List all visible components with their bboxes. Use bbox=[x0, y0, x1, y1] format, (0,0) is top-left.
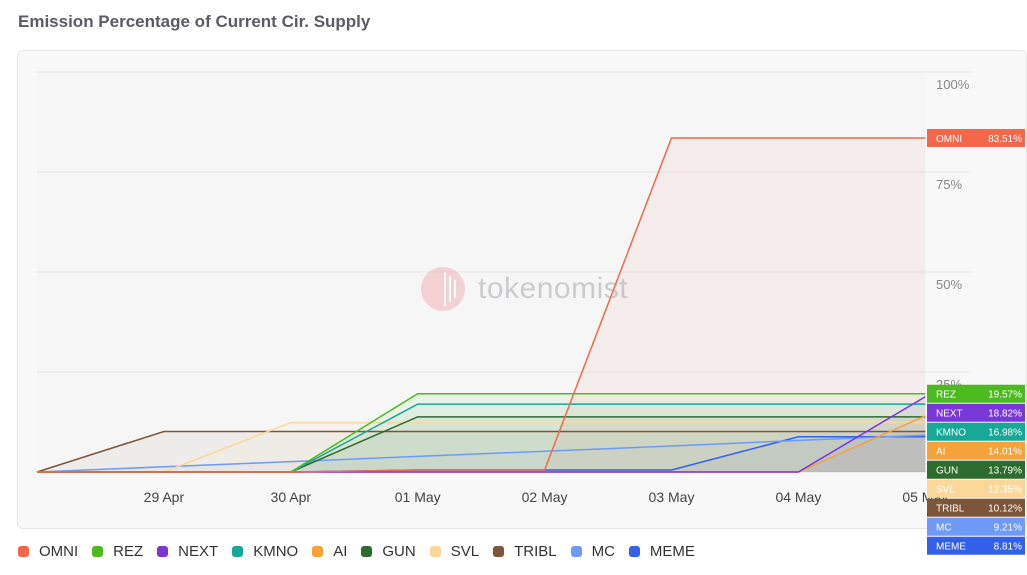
legend: OMNI REZ NEXT KMNO AI GUN SVL TRIBL MC MEME bbox=[18, 543, 709, 560]
legend-swatch bbox=[92, 546, 104, 557]
value-tag-name: REZ bbox=[936, 390, 956, 401]
legend-label: OMNI bbox=[39, 543, 79, 560]
tokenomist-logo-icon bbox=[421, 267, 465, 311]
y-tick-label: 50% bbox=[936, 277, 962, 292]
legend-item-mc[interactable]: MC bbox=[570, 543, 615, 560]
value-tag-value: 10.12% bbox=[988, 504, 1022, 515]
legend-label: REZ bbox=[113, 543, 144, 560]
value-tag-bg bbox=[927, 498, 1025, 517]
legend-item-tribl[interactable]: TRIBL bbox=[493, 543, 557, 560]
value-tag-svl: SVL 12.35% bbox=[927, 479, 1025, 498]
value-tag-value: 19.57% bbox=[988, 390, 1022, 401]
value-tag-bg bbox=[927, 479, 1025, 498]
legend-item-ai[interactable]: AI bbox=[312, 543, 347, 560]
value-tag-name: SVL bbox=[936, 485, 955, 496]
legend-label: NEXT bbox=[178, 543, 219, 560]
series-area-gun bbox=[37, 416, 926, 472]
value-tag-name: TRIBL bbox=[936, 504, 965, 515]
x-tick-label: 01 May bbox=[395, 489, 441, 505]
legend-item-meme[interactable]: MEME bbox=[628, 543, 695, 560]
value-tag-bg bbox=[927, 536, 1025, 555]
value-tag-next: NEXT 18.82% bbox=[927, 403, 1025, 422]
series-line-mc bbox=[36, 434, 926, 473]
x-tick-label: 29 Apr bbox=[144, 489, 185, 505]
y-tick-label: 75% bbox=[936, 177, 962, 192]
legend-item-rez[interactable]: REZ bbox=[92, 543, 143, 560]
series-area-omni bbox=[37, 137, 926, 472]
series-area-meme bbox=[37, 436, 926, 472]
x-tick-label: 03 May bbox=[649, 489, 695, 505]
value-tag-name: MC bbox=[936, 523, 952, 534]
legend-item-next[interactable]: NEXT bbox=[157, 543, 218, 560]
legend-label: TRIBL bbox=[514, 543, 557, 560]
value-tag-value: 18.82% bbox=[988, 409, 1022, 420]
value-tag-mc: MC 9.21% bbox=[927, 517, 1025, 536]
legend-swatch bbox=[628, 546, 640, 557]
legend-item-gun[interactable]: GUN bbox=[361, 543, 416, 560]
legend-label: GUN bbox=[382, 543, 416, 560]
legend-label: MEME bbox=[649, 543, 695, 560]
watermark: tokenomist bbox=[420, 266, 628, 312]
legend-swatch bbox=[361, 546, 373, 557]
value-tag-name: AI bbox=[936, 447, 945, 458]
value-tag-name: KMNO bbox=[936, 428, 966, 439]
value-tag-value: 13.79% bbox=[988, 466, 1022, 477]
series-area-ai bbox=[37, 415, 926, 472]
series-area-rez bbox=[37, 393, 926, 472]
value-tag-bg bbox=[927, 517, 1025, 536]
value-tag-value: 8.81% bbox=[994, 542, 1022, 553]
series-area-kmno bbox=[37, 404, 926, 472]
chart-title: Emission Percentage of Current Cir. Supp… bbox=[18, 12, 371, 31]
value-tag-value: 9.21% bbox=[994, 523, 1022, 534]
x-tick-label: 04 May bbox=[775, 489, 821, 505]
value-tag-bg bbox=[927, 460, 1025, 479]
value-tag-gun: GUN 13.79% bbox=[927, 460, 1025, 479]
value-tag-name: MEME bbox=[936, 542, 966, 553]
legend-swatch bbox=[493, 546, 505, 557]
value-tag-bg bbox=[927, 128, 1025, 147]
legend-label: AI bbox=[333, 543, 348, 560]
series-line-omni bbox=[37, 137, 926, 473]
value-tag-tribl: TRIBL 10.12% bbox=[927, 498, 1025, 517]
legend-swatch bbox=[570, 546, 582, 557]
legend-item-omni[interactable]: OMNI bbox=[18, 543, 78, 560]
value-tag-bg bbox=[927, 384, 1025, 403]
watermark-text: tokenomist bbox=[478, 272, 629, 305]
value-tag-ai: AI 14.01% bbox=[927, 441, 1025, 460]
legend-swatch bbox=[18, 546, 29, 557]
value-tag-bg bbox=[927, 403, 1025, 422]
value-tag-name: OMNI bbox=[936, 134, 962, 145]
value-tag-kmno: KMNO 16.98% bbox=[927, 422, 1025, 441]
legend-item-kmno[interactable]: KMNO bbox=[232, 543, 298, 560]
series-area-next bbox=[37, 396, 926, 472]
x-tick-label: 02 May bbox=[522, 489, 568, 505]
value-tag-value: 16.98% bbox=[988, 428, 1022, 439]
value-tag-value: 83.51% bbox=[988, 134, 1022, 145]
legend-label: MC bbox=[591, 543, 615, 560]
legend-item-svl[interactable]: SVL bbox=[429, 543, 480, 560]
legend-swatch bbox=[312, 546, 324, 557]
value-tag-bg bbox=[927, 422, 1025, 441]
value-tag-omni: OMNI 83.51% bbox=[927, 128, 1025, 147]
value-tag-value: 14.01% bbox=[988, 447, 1022, 458]
legend-swatch bbox=[232, 546, 244, 557]
series-line-svl bbox=[37, 421, 926, 473]
value-tag-bg bbox=[927, 441, 1025, 460]
legend-swatch bbox=[157, 546, 169, 557]
y-tick-label: 100% bbox=[936, 77, 970, 92]
legend-swatch bbox=[429, 546, 441, 557]
x-tick-label: 30 Apr bbox=[271, 489, 312, 505]
value-tag-meme: MEME 8.81% bbox=[927, 536, 1025, 555]
legend-label: SVL bbox=[450, 543, 480, 560]
value-tag-name: GUN bbox=[936, 466, 958, 477]
legend-label: KMNO bbox=[253, 543, 299, 560]
series-area-mc bbox=[37, 435, 926, 472]
value-tag-value: 12.35% bbox=[988, 485, 1022, 496]
value-tag-rez: REZ 19.57% bbox=[927, 384, 1025, 403]
value-tag-name: NEXT bbox=[936, 409, 963, 420]
series-line-tribl bbox=[36, 430, 926, 473]
